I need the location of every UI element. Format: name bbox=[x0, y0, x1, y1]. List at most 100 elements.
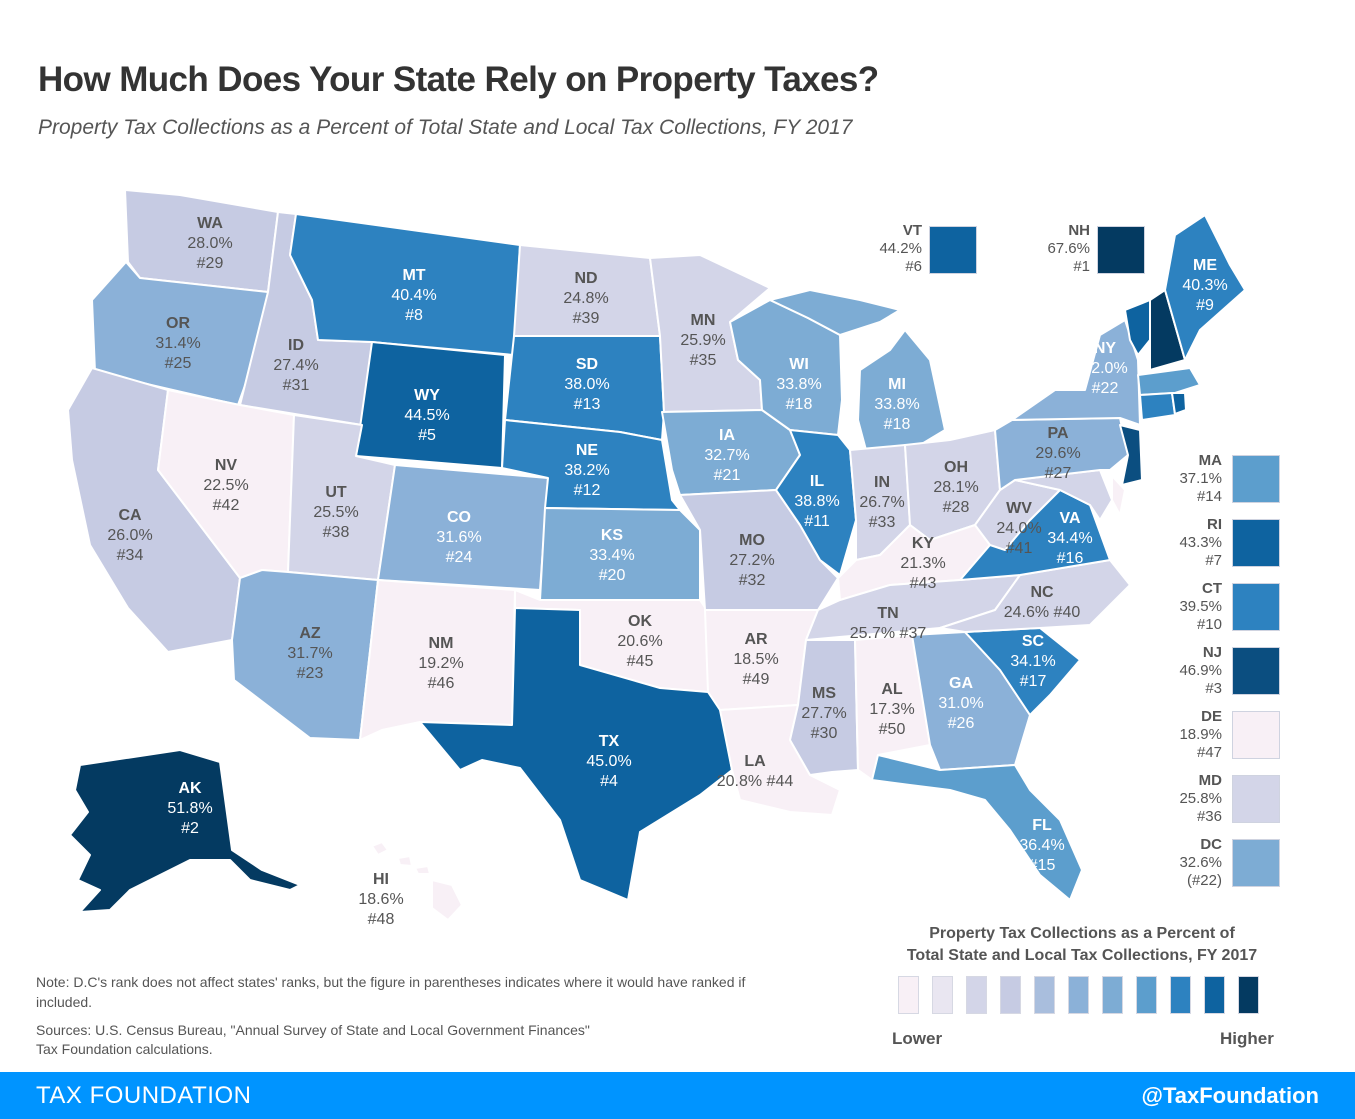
state-label-tn-value: 25.7% #37 bbox=[850, 625, 927, 642]
legend-swatch-11 bbox=[1238, 976, 1259, 1014]
state-label-ga-rank: #26 bbox=[948, 715, 975, 732]
state-label-ne-value: 38.2% bbox=[564, 462, 609, 479]
inset-ri-value: 43.3% bbox=[1179, 534, 1222, 551]
state-shape-mi[interactable] bbox=[857, 329, 946, 451]
legend-title: Property Tax Collections as a Percent of… bbox=[882, 923, 1282, 967]
state-label-ca-abbr: CA bbox=[118, 507, 142, 524]
state-shape-mt[interactable] bbox=[289, 213, 521, 356]
state-label-ks-rank: #20 bbox=[599, 567, 626, 584]
state-label-co-value: 31.6% bbox=[436, 529, 481, 546]
state-label-co-rank: #24 bbox=[446, 549, 473, 566]
sources: Sources: U.S. Census Bureau, "Annual Sur… bbox=[36, 1021, 756, 1059]
legend-swatch-7 bbox=[1102, 976, 1123, 1014]
inset-nj-abbr: NJ bbox=[1202, 644, 1222, 661]
state-shape-hi-3[interactable] bbox=[414, 865, 431, 875]
state-label-nd-abbr: ND bbox=[574, 270, 597, 287]
state-shape-nh[interactable] bbox=[1149, 289, 1186, 371]
inset-md-value: 25.8% bbox=[1179, 790, 1222, 807]
state-label-nm-abbr: NM bbox=[429, 635, 454, 652]
page-title: How Much Does Your State Rely on Propert… bbox=[38, 60, 879, 99]
state-label-nm-value: 19.2% bbox=[418, 655, 463, 672]
state-label-in-value: 26.7% bbox=[859, 494, 904, 511]
state-label-wi-rank: #18 bbox=[786, 396, 813, 413]
inset-ct: CT 39.5% #10 bbox=[1160, 580, 1222, 634]
state-label-sc-value: 34.1% bbox=[1010, 653, 1055, 670]
state-label-wi-abbr: WI bbox=[789, 356, 809, 373]
state-label-wa-value: 28.0% bbox=[187, 235, 232, 252]
inset-nh-abbr: NH bbox=[1068, 222, 1090, 239]
state-label-al-abbr: AL bbox=[881, 681, 903, 698]
state-label-nm-rank: #46 bbox=[428, 675, 455, 692]
state-shape-vt[interactable] bbox=[1124, 299, 1151, 356]
inset-nh: NH 67.6% #1 bbox=[1028, 222, 1090, 276]
state-shape-de[interactable] bbox=[1111, 475, 1126, 516]
legend-high-label: Higher bbox=[1220, 1029, 1274, 1048]
state-shape-ks[interactable] bbox=[539, 507, 701, 601]
inset-nh-value: 67.6% bbox=[1047, 240, 1090, 257]
state-label-wy-value: 44.5% bbox=[404, 407, 449, 424]
legend-swatch-5 bbox=[1034, 976, 1055, 1014]
state-shape-ny[interactable] bbox=[1011, 319, 1141, 426]
state-label-id-abbr: ID bbox=[288, 337, 304, 354]
state-label-co-abbr: CO bbox=[447, 509, 471, 526]
state-label-or-rank: #25 bbox=[165, 355, 192, 372]
sources-line1: Sources: U.S. Census Bureau, "Annual Sur… bbox=[36, 1022, 590, 1038]
state-label-mn-rank: #35 bbox=[690, 352, 717, 369]
state-label-ar-rank: #49 bbox=[743, 671, 770, 688]
state-label-ny-rank: #22 bbox=[1092, 380, 1119, 397]
state-label-az-abbr: AZ bbox=[299, 625, 321, 642]
inset-dc-swatch bbox=[1232, 839, 1280, 887]
footer-handle[interactable]: @TaxFoundation bbox=[1141, 1083, 1319, 1108]
state-label-ca-rank: #34 bbox=[117, 547, 144, 564]
state-label-me-value: 40.3% bbox=[1182, 277, 1227, 294]
state-label-ms-abbr: MS bbox=[812, 685, 836, 702]
legend-low-label: Lower bbox=[892, 1029, 943, 1048]
state-shape-ri[interactable] bbox=[1171, 392, 1187, 415]
state-label-wi-value: 33.8% bbox=[776, 376, 821, 393]
state-shape-hi-2[interactable] bbox=[397, 855, 413, 867]
legend-swatch-8 bbox=[1136, 976, 1157, 1014]
state-shape-me[interactable] bbox=[1164, 214, 1246, 361]
state-label-or-value: 31.4% bbox=[155, 335, 200, 352]
state-label-nc-value: 24.6% #40 bbox=[1004, 604, 1081, 621]
state-label-il-value: 38.8% bbox=[794, 493, 839, 510]
state-label-nc-abbr: NC bbox=[1030, 584, 1054, 601]
state-shape-co[interactable] bbox=[377, 464, 549, 591]
state-label-ny-abbr: NY bbox=[1094, 340, 1117, 357]
state-label-tn-abbr: TN bbox=[877, 605, 898, 622]
state-label-hi-abbr: HI bbox=[373, 871, 389, 888]
state-label-me-abbr: ME bbox=[1193, 257, 1217, 274]
state-shape-fl[interactable] bbox=[871, 754, 1083, 901]
state-shape-hi-4[interactable] bbox=[431, 879, 463, 921]
state-shape-tx[interactable] bbox=[419, 607, 733, 901]
footer-brand: TAX FOUNDATION bbox=[36, 1082, 252, 1109]
state-label-mt-abbr: MT bbox=[402, 267, 425, 284]
inset-vt-rank: #6 bbox=[905, 258, 922, 275]
state-label-al-rank: #50 bbox=[879, 721, 906, 738]
state-label-ar-abbr: AR bbox=[744, 631, 768, 648]
state-label-sd-value: 38.0% bbox=[564, 376, 609, 393]
state-label-fl-abbr: FL bbox=[1032, 817, 1052, 834]
state-shape-ma[interactable] bbox=[1137, 367, 1201, 396]
state-label-sc-abbr: SC bbox=[1022, 633, 1045, 650]
inset-nj-rank: #3 bbox=[1205, 680, 1222, 697]
state-label-tx-value: 45.0% bbox=[586, 753, 631, 770]
state-label-ga-abbr: GA bbox=[949, 675, 973, 692]
inset-de-abbr: DE bbox=[1201, 708, 1222, 725]
state-shape-ak[interactable] bbox=[69, 749, 301, 913]
state-label-ia-value: 32.7% bbox=[704, 447, 749, 464]
inset-de-rank: #47 bbox=[1196, 744, 1222, 761]
state-label-oh-value: 28.1% bbox=[933, 479, 978, 496]
state-shape-hi-1[interactable] bbox=[371, 841, 389, 856]
inset-vt: VT 44.2% #6 bbox=[860, 222, 922, 276]
inset-nh-swatch bbox=[1097, 226, 1145, 274]
state-shape-il[interactable] bbox=[775, 429, 857, 576]
state-shape-wy[interactable] bbox=[355, 341, 506, 469]
state-shape-nj[interactable] bbox=[1119, 424, 1143, 486]
inset-ri-swatch bbox=[1232, 519, 1280, 567]
state-shape-mi-up[interactable] bbox=[769, 289, 901, 336]
state-shape-ct[interactable] bbox=[1139, 392, 1176, 421]
state-label-oh-rank: #28 bbox=[943, 499, 970, 516]
state-label-me-rank: #9 bbox=[1196, 297, 1214, 314]
inset-dc: DC 32.6% (#22) bbox=[1160, 836, 1222, 890]
